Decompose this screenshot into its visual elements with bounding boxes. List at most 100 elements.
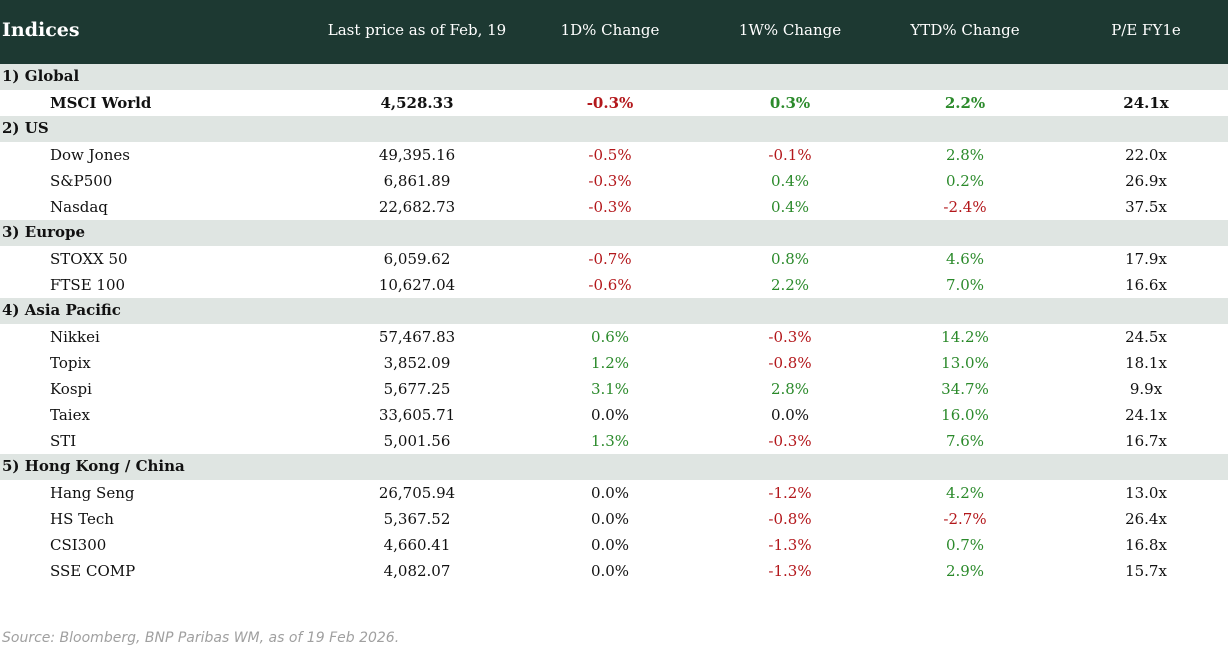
index-name: STI [50, 432, 77, 450]
table-cell: -0.5% [588, 146, 632, 164]
table-cell: 2.8% [945, 146, 985, 164]
table-cell: 15.7x [1125, 562, 1167, 580]
table-cell: 4,528.33 [380, 94, 454, 112]
table-cell: 0.0% [590, 510, 630, 528]
column-header: P/E FY1e [1111, 21, 1181, 39]
index-name: Taiex [50, 406, 90, 424]
section-band [0, 454, 1228, 480]
column-header: 1D% Change [560, 21, 660, 39]
section-band [0, 220, 1228, 246]
section-band [0, 64, 1228, 90]
header-bar: Indices Last price as of Feb, 19 1D% Chang… [0, 0, 1228, 64]
table-cell: 2.2% [770, 276, 810, 294]
table-cell: 0.0% [590, 406, 630, 424]
index-name: Topix [50, 354, 91, 372]
table-cell: 22,682.73 [378, 198, 456, 216]
table-cell: 16.0% [941, 406, 989, 424]
table-cell: 1.2% [590, 354, 630, 372]
index-name: MSCI World [50, 94, 152, 112]
table-cell: 5,001.56 [383, 432, 451, 450]
section-title: 4) Asia Pacific [2, 301, 121, 319]
table-cell: 34.7% [941, 380, 989, 398]
section-title: 3) Europe [2, 223, 86, 241]
table-cell: -0.8% [768, 510, 812, 528]
index-name: SSE COMP [50, 562, 136, 580]
table-cell: -0.3% [586, 94, 634, 112]
column-header: Indices [2, 19, 80, 41]
table-cell: 0.8% [770, 250, 810, 268]
table-cell: 13.0x [1125, 484, 1167, 502]
table-cell: 7.0% [945, 276, 985, 294]
table-cell: 18.1x [1125, 354, 1167, 372]
table-cell: 0.4% [770, 198, 810, 216]
table-cell: -0.3% [768, 432, 812, 450]
table-cell: 5,677.25 [383, 380, 451, 398]
table-cell: 49,395.16 [378, 146, 456, 164]
table-cell: 0.0% [590, 562, 630, 580]
table-cell: -2.7% [943, 510, 987, 528]
table-cell: 4,082.07 [383, 562, 451, 580]
table-cell: 4.2% [945, 484, 985, 502]
table-cell: -0.1% [768, 146, 812, 164]
column-header: 1W% Change [738, 21, 842, 39]
section-title: 2) US [2, 119, 49, 137]
table-cell: 24.1x [1125, 406, 1167, 424]
index-name: Nikkei [50, 328, 100, 346]
index-name: HS Tech [50, 510, 114, 528]
section-title: 5) Hong Kong / China [2, 457, 185, 475]
table-cell: 0.3% [769, 94, 811, 112]
index-name: FTSE 100 [50, 276, 126, 294]
source-note: Source: Bloomberg, BNP Paribas WM, as of… [2, 630, 400, 646]
table-cell: -1.3% [768, 562, 812, 580]
table-cell: 13.0% [941, 354, 989, 372]
index-name: Hang Seng [50, 484, 135, 502]
table-cell: 33,605.71 [378, 406, 456, 424]
index-name: Nasdaq [50, 198, 108, 216]
section-band [0, 116, 1228, 142]
table-cell: 2.9% [945, 562, 985, 580]
index-name: STOXX 50 [50, 250, 128, 268]
table-cell: 57,467.83 [378, 328, 456, 346]
table-cell: -0.8% [768, 354, 812, 372]
table-cell: 6,059.62 [383, 250, 451, 268]
table-cell: -2.4% [943, 198, 987, 216]
table-cell: 6,861.89 [383, 172, 451, 190]
table-cell: -0.6% [588, 276, 632, 294]
table-cell: 4,660.41 [383, 536, 451, 554]
table-cell: 5,367.52 [383, 510, 451, 528]
table-cell: 0.4% [770, 172, 810, 190]
table-cell: -0.3% [588, 172, 632, 190]
section-title: 1) Global [2, 67, 80, 85]
table-cell: 0.2% [945, 172, 985, 190]
table-cell: 0.7% [945, 536, 985, 554]
table-cell: -1.3% [768, 536, 812, 554]
table-cell: 0.0% [590, 484, 630, 502]
table-cell: 10,627.04 [378, 276, 456, 294]
table-cell: 0.6% [590, 328, 630, 346]
table-cell: 14.2% [941, 328, 989, 346]
section-band [0, 298, 1228, 324]
table-cell: 26.9x [1125, 172, 1167, 190]
table-cell: -0.3% [768, 328, 812, 346]
table-cell: 1.3% [590, 432, 630, 450]
column-header: Last price as of Feb, 19 [327, 21, 507, 39]
table-cell: 2.2% [944, 94, 986, 112]
table-cell: 26,705.94 [378, 484, 456, 502]
table-cell: 22.0x [1125, 146, 1167, 164]
table-cell: -0.3% [588, 198, 632, 216]
table-cell: 24.5x [1125, 328, 1167, 346]
table-cell: 0.0% [590, 536, 630, 554]
table-cell: 3.1% [590, 380, 630, 398]
table-cell: 16.6x [1125, 276, 1167, 294]
table-cell: 0.0% [770, 406, 810, 424]
table-cell: 24.1x [1123, 94, 1169, 112]
table-cell: 2.8% [770, 380, 810, 398]
table-cell: 26.4x [1125, 510, 1167, 528]
table-cell: -1.2% [768, 484, 812, 502]
index-name: S&P500 [50, 172, 113, 190]
table-cell: 9.9x [1129, 380, 1163, 398]
index-name: Kospi [50, 380, 92, 398]
table-cell: -0.7% [588, 250, 632, 268]
table-cell: 16.8x [1125, 536, 1167, 554]
